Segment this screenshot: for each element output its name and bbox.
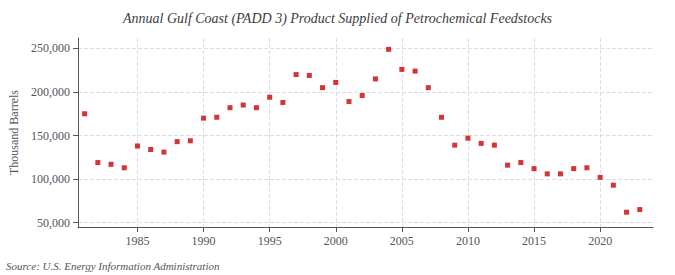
svg-text:150,000: 150,000 xyxy=(31,129,70,143)
svg-text:250,000: 250,000 xyxy=(31,41,70,55)
svg-text:200,000: 200,000 xyxy=(31,85,70,99)
svg-text:1995: 1995 xyxy=(258,234,282,248)
svg-text:Source: U.S. Energy Informatio: Source: U.S. Energy Information Administ… xyxy=(6,260,220,272)
svg-text:1990: 1990 xyxy=(192,234,216,248)
svg-text:1985: 1985 xyxy=(125,234,149,248)
svg-text:2000: 2000 xyxy=(324,234,348,248)
svg-text:2015: 2015 xyxy=(522,234,546,248)
svg-text:2005: 2005 xyxy=(390,234,414,248)
svg-text:2020: 2020 xyxy=(588,234,612,248)
svg-text:2010: 2010 xyxy=(456,234,480,248)
svg-text:Thousand Barrels: Thousand Barrels xyxy=(7,90,21,175)
svg-text:100,000: 100,000 xyxy=(31,172,70,186)
svg-text:50,000: 50,000 xyxy=(37,216,70,230)
svg-text:Annual Gulf Coast (PADD 3) Pro: Annual Gulf Coast (PADD 3) Product Suppl… xyxy=(122,11,553,27)
